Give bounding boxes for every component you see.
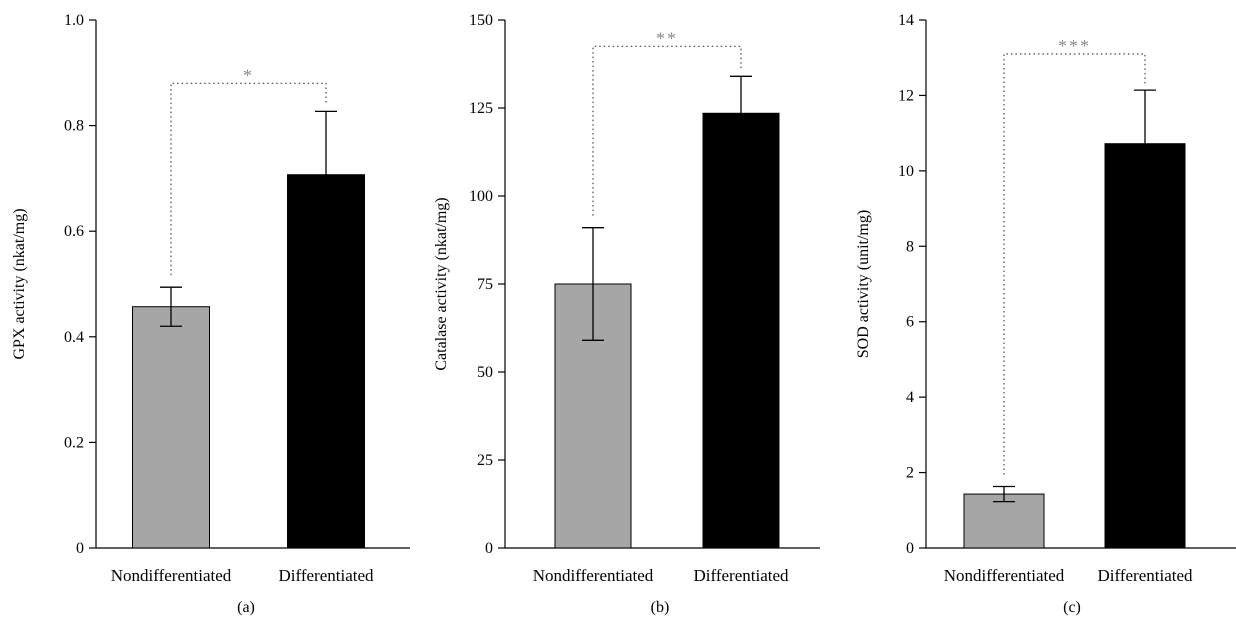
y-tick-label: 0.4 (64, 329, 84, 346)
y-tick-label: 100 (469, 188, 493, 205)
bar-differentiated (1104, 143, 1186, 549)
panel-label: (c) (1063, 599, 1081, 616)
bar-differentiated (702, 112, 780, 549)
x-category-label: Nondifferentiated (944, 566, 1065, 585)
y-tick-label: 0.2 (64, 434, 84, 451)
x-category-label: Nondifferentiated (111, 566, 232, 585)
significance-label: *** (1058, 36, 1091, 56)
y-tick-label: 0.8 (64, 118, 84, 135)
y-tick-label: 0.6 (64, 223, 84, 240)
y-tick-label: 1.0 (64, 12, 84, 29)
y-axis-label: SOD activity (unit/mg) (855, 210, 872, 358)
x-category-label: Nondifferentiated (533, 566, 654, 585)
x-category-label: Differentiated (693, 566, 789, 585)
y-tick-label: 10 (898, 163, 914, 180)
y-tick-label: 14 (898, 12, 914, 29)
panel-label: (a) (237, 599, 255, 616)
y-tick-label: 50 (477, 364, 493, 381)
significance-label: ** (656, 28, 678, 48)
significance-bracket (1003, 53, 1146, 475)
bar-nondifferentiated (963, 493, 1045, 549)
x-category-label: Differentiated (278, 566, 374, 585)
significance-bracket (592, 45, 742, 216)
y-tick-label: 0 (906, 540, 914, 557)
significance-label: * (243, 65, 254, 85)
panel-label: (b) (651, 599, 670, 616)
y-tick-label: 4 (906, 389, 914, 406)
y-axis-label: GPX activity (nkat/mg) (11, 208, 28, 359)
y-tick-label: 25 (477, 452, 493, 469)
significance-bracket (170, 82, 327, 276)
y-tick-label: 0 (485, 540, 493, 557)
y-tick-label: 8 (906, 238, 914, 255)
y-tick-label: 2 (906, 465, 914, 482)
y-tick-label: 12 (898, 87, 914, 104)
bar-nondifferentiated (132, 306, 210, 549)
y-tick-label: 6 (906, 314, 914, 331)
y-tick-label: 150 (469, 12, 493, 29)
y-tick-label: 75 (477, 276, 493, 293)
x-category-label: Differentiated (1097, 566, 1193, 585)
y-tick-label: 125 (469, 100, 493, 117)
y-tick-label: 0 (76, 540, 84, 557)
y-axis-label: Catalase activity (nkat/mg) (433, 197, 450, 370)
